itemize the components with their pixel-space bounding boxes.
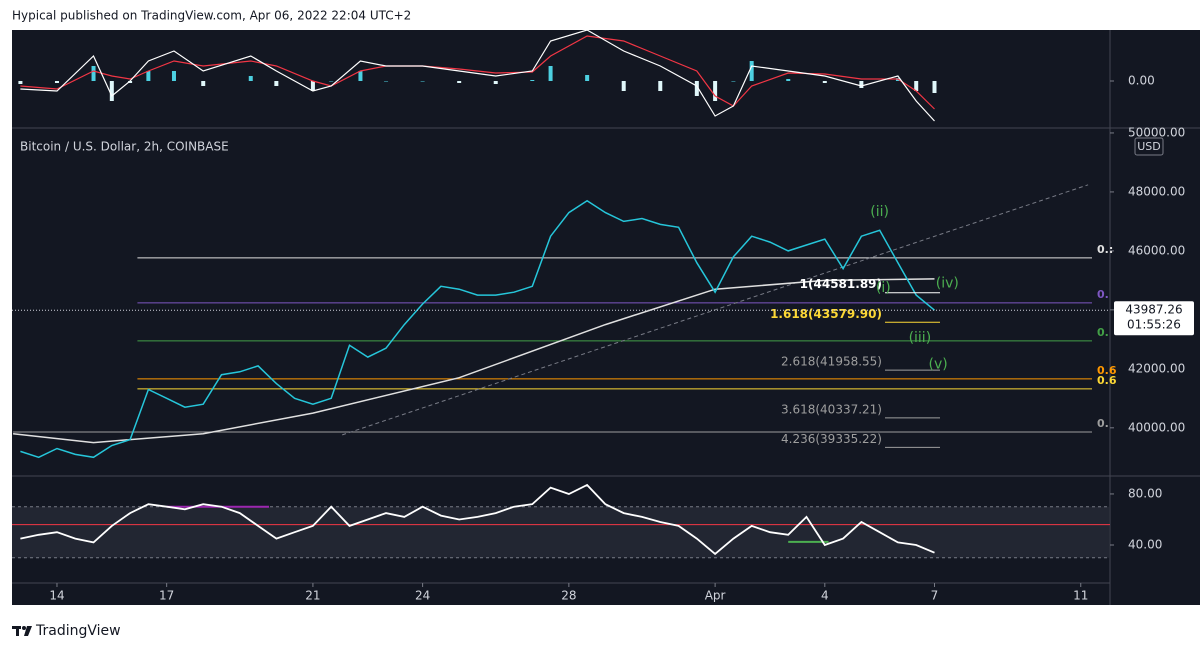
y-tick-label: 40000.00 — [1128, 420, 1185, 434]
macd-histogram-bar — [822, 81, 827, 83]
footer-brand: TradingView — [35, 623, 121, 639]
y-tick-label: 50000.00 — [1128, 125, 1185, 139]
macd-signal-line — [20, 35, 935, 110]
y-tick-label: 40.00 — [1128, 537, 1162, 551]
macd-histogram-bar — [658, 81, 663, 91]
wave-label: (i) — [876, 280, 891, 296]
x-tick-label: Apr — [705, 589, 726, 603]
publish-header: Hypical published on TradingView.com, Ap… — [12, 9, 411, 23]
x-tick-label: 28 — [561, 589, 576, 603]
fib-level-label: 0.6 — [1097, 364, 1117, 377]
y-tick-label: 46000.00 — [1128, 243, 1185, 257]
fib-extension-label: 1(44581.89) — [800, 277, 882, 291]
macd-histogram-bar — [329, 81, 334, 82]
y-tick-label: 42000.00 — [1128, 361, 1185, 375]
fib-level-label: 0. — [1097, 417, 1109, 430]
price-line — [20, 199, 935, 459]
macd-histogram-bar — [358, 71, 363, 81]
macd-histogram-bar — [493, 81, 498, 84]
macd-histogram-bar — [91, 66, 96, 81]
macd-histogram-bar — [109, 81, 114, 101]
x-tick-label: 21 — [305, 589, 320, 603]
macd-histogram-bar — [54, 81, 59, 83]
fib-extension-label: 2.618(41958.55) — [781, 355, 882, 369]
macd-histogram-bar — [201, 81, 206, 86]
tv-logo — [12, 626, 32, 636]
macd-histogram-bar — [621, 81, 626, 91]
trendline — [342, 184, 1089, 436]
fib-extension-label: 3.618(40337.21) — [781, 402, 882, 416]
macd-histogram-bar — [274, 81, 279, 86]
fib-level-label: 0. — [1097, 288, 1109, 301]
macd-histogram-bar — [749, 61, 754, 81]
macd-histogram-bar — [146, 71, 151, 81]
macd-histogram-bar — [457, 81, 462, 83]
y-tick-label: 80.00 — [1128, 486, 1162, 500]
rsi-line — [20, 483, 935, 556]
wave-label: (iii) — [909, 330, 932, 346]
macd-histogram-bar — [171, 71, 176, 81]
y-tick-label: 0.00 — [1128, 74, 1155, 88]
fib-level-label: 0. — [1097, 326, 1109, 339]
macd-histogram-bar — [585, 75, 590, 81]
macd-histogram-bar — [18, 81, 23, 84]
x-tick-label: 4 — [821, 589, 829, 603]
macd-histogram-bar — [384, 81, 389, 82]
macd-histogram-bar — [128, 81, 133, 83]
last-price-box — [1114, 301, 1194, 336]
macd-histogram-bar — [786, 79, 791, 81]
rsi-band — [12, 506, 1110, 558]
bar-countdown: 01:55:26 — [1127, 318, 1181, 332]
x-tick-label: 17 — [159, 589, 174, 603]
fib-extension-label: 1.618(43579.90) — [770, 307, 882, 321]
macd-histogram-bar — [731, 81, 736, 82]
macd-histogram-bar — [420, 81, 425, 82]
macd-line — [20, 29, 935, 122]
y-tick-label: 48000.00 — [1128, 184, 1185, 198]
fib-extension-label: 4.236(39335.22) — [781, 432, 882, 446]
fib-level-label: 0.: — [1097, 243, 1113, 256]
fib-level-label: 0.6 — [1097, 374, 1117, 387]
x-tick-label: 24 — [415, 589, 430, 603]
chart-title: Bitcoin / U.S. Dollar, 2h, COINBASE — [20, 140, 229, 154]
currency-label: USD — [1137, 140, 1161, 153]
macd-histogram-bar — [248, 76, 253, 81]
macd-histogram-bar — [530, 80, 535, 81]
wave-label: (v) — [929, 357, 948, 373]
macd-histogram-bar — [713, 81, 718, 101]
macd-histogram-bar — [859, 81, 864, 88]
macd-histogram-bar — [914, 81, 919, 91]
x-tick-label: 14 — [49, 589, 64, 603]
currency-box — [1134, 137, 1164, 156]
wave-label: (iv) — [936, 275, 959, 291]
macd-histogram-bar — [310, 81, 315, 91]
macd-histogram-bar — [932, 81, 937, 93]
last-price-label: 43987.26 — [1125, 303, 1182, 317]
x-tick-label: 7 — [931, 589, 939, 603]
macd-histogram-bar — [694, 81, 699, 96]
x-tick-label: 11 — [1073, 589, 1088, 603]
macd-histogram-bar — [548, 66, 553, 81]
wave-label: (ii) — [870, 204, 889, 220]
